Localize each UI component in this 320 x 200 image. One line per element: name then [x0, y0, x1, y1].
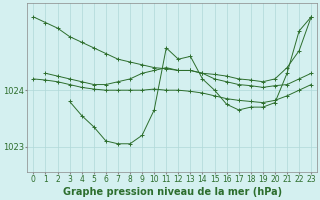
X-axis label: Graphe pression niveau de la mer (hPa): Graphe pression niveau de la mer (hPa): [63, 187, 282, 197]
